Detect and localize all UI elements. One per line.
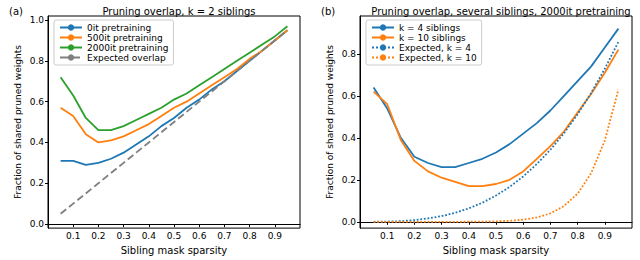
svg-text:0.6: 0.6 (516, 231, 531, 241)
svg-text:0.6: 0.6 (30, 97, 45, 107)
svg-text:0it pretraining: 0it pretraining (87, 23, 151, 33)
svg-text:0.3: 0.3 (434, 231, 448, 241)
svg-text:0.9: 0.9 (268, 231, 283, 241)
svg-text:0.1: 0.1 (66, 231, 80, 241)
svg-text:Pruning overlap, k = 2 sibling: Pruning overlap, k = 2 siblings (102, 6, 255, 17)
svg-text:Pruning overlap, several sibli: Pruning overlap, several siblings, 2000i… (371, 6, 630, 17)
svg-text:Expected overlap: Expected overlap (87, 53, 166, 63)
svg-text:0.0: 0.0 (30, 219, 45, 229)
svg-text:0.0: 0.0 (342, 217, 357, 227)
svg-text:0.4: 0.4 (142, 231, 157, 241)
svg-text:Sibling mask sparsity: Sibling mask sparsity (443, 245, 550, 256)
svg-text:1.0: 1.0 (30, 15, 45, 25)
svg-text:0.8: 0.8 (30, 56, 45, 66)
svg-text:500it pretraining: 500it pretraining (87, 33, 163, 43)
svg-text:0.2: 0.2 (30, 178, 44, 188)
svg-text:Fraction of shared pruned weig: Fraction of shared pruned weights (13, 45, 23, 199)
svg-text:0.1: 0.1 (380, 231, 394, 241)
svg-text:0.2: 0.2 (407, 231, 421, 241)
svg-text:k = 4 siblings: k = 4 siblings (399, 23, 460, 33)
svg-text:0.7: 0.7 (543, 231, 557, 241)
svg-text:0.4: 0.4 (30, 137, 45, 147)
svg-text:0.9: 0.9 (598, 231, 613, 241)
svg-text:0.8: 0.8 (342, 49, 357, 59)
svg-text:(a): (a) (9, 6, 23, 17)
svg-text:0.5: 0.5 (167, 231, 181, 241)
svg-text:2000it pretraining: 2000it pretraining (87, 43, 168, 53)
svg-text:0.2: 0.2 (342, 175, 356, 185)
svg-text:0.8: 0.8 (242, 231, 257, 241)
svg-text:0.4: 0.4 (462, 231, 477, 241)
svg-text:0.6: 0.6 (342, 91, 357, 101)
svg-text:0.5: 0.5 (489, 231, 503, 241)
svg-text:0.7: 0.7 (217, 231, 231, 241)
svg-text:0.6: 0.6 (192, 231, 207, 241)
svg-text:(b): (b) (321, 6, 335, 17)
svg-text:0.3: 0.3 (116, 231, 130, 241)
svg-text:Expected, k = 10: Expected, k = 10 (399, 53, 477, 63)
svg-text:Expected, k = 4: Expected, k = 4 (399, 43, 471, 53)
svg-text:0.8: 0.8 (570, 231, 585, 241)
svg-text:Sibling mask sparsity: Sibling mask sparsity (121, 245, 228, 256)
svg-text:Fraction of shared pruned weig: Fraction of shared pruned weights (325, 45, 335, 199)
svg-text:0.4: 0.4 (342, 133, 357, 143)
svg-text:k = 10 siblings: k = 10 siblings (399, 33, 466, 43)
svg-text:0.2: 0.2 (91, 231, 105, 241)
